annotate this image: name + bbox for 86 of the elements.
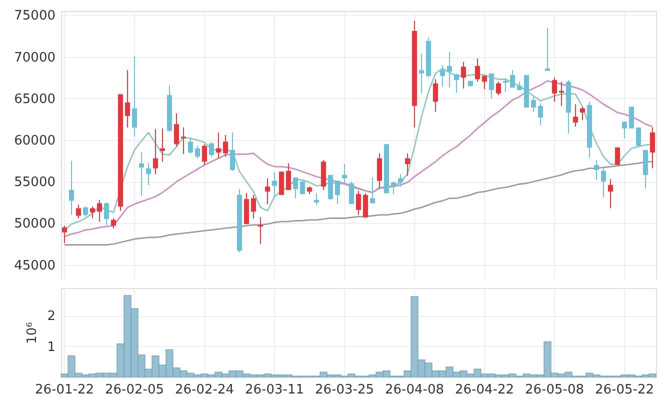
candlestick [194, 145, 200, 159]
y-axis-title: 10⁶ [25, 322, 40, 344]
candlestick [362, 192, 368, 218]
candlestick [96, 199, 102, 222]
y-tick-label: 55000 [14, 175, 56, 190]
candlestick [138, 152, 144, 196]
candlestick [580, 106, 586, 121]
x-tick-label: 26-01-22 [34, 382, 94, 397]
candlestick [62, 225, 68, 244]
candlestick [90, 206, 96, 219]
candlestick [250, 194, 256, 219]
candlestick [110, 218, 116, 229]
y-tick-label: 65000 [14, 92, 56, 107]
candlestick [398, 174, 404, 188]
x-tick-label: 26-02-24 [174, 382, 234, 397]
candlestick [230, 132, 236, 172]
candlestick [356, 190, 362, 216]
candlestick [572, 104, 578, 128]
candlestick [454, 74, 460, 94]
candlestick [286, 162, 292, 190]
candlestick [104, 202, 110, 226]
candlestick [264, 178, 270, 205]
y-tick-label: 70000 [14, 50, 56, 66]
candlestick [600, 168, 606, 198]
candlestick [208, 142, 214, 158]
candlestick [202, 144, 208, 166]
candlestick [68, 160, 74, 216]
candlestick [404, 152, 410, 176]
candlestick [544, 27, 550, 72]
y-tick-label: 1 [47, 340, 56, 355]
candlestick [376, 152, 382, 189]
candlestick [76, 204, 82, 219]
x-tick-label: 26-02-05 [104, 382, 164, 397]
candlestick [160, 128, 166, 162]
candlestick [278, 171, 284, 196]
candlestick [474, 58, 480, 82]
candlestick [440, 64, 446, 88]
y-tick-label: 75000 [14, 8, 56, 24]
candlestick [314, 192, 320, 206]
x-tick-label: 26-05-08 [524, 382, 584, 397]
candlestick [538, 102, 544, 126]
candlestick [124, 70, 130, 128]
x-tick-label: 26-04-08 [384, 382, 444, 397]
candlestick [370, 176, 376, 204]
candlestick [488, 72, 494, 99]
candlestick [418, 52, 424, 94]
candlestick [334, 180, 340, 205]
candlestick [222, 134, 228, 158]
candlestick [292, 176, 298, 199]
x-tick-label: 26-04-22 [454, 382, 514, 397]
candlestick [132, 55, 138, 138]
y-tick-label: 50000 [14, 216, 56, 232]
candlestick [180, 127, 186, 155]
candlestick [510, 70, 516, 88]
candlestick [216, 132, 222, 159]
candlestick [146, 162, 152, 186]
candlestick [496, 81, 502, 96]
candlestick [552, 77, 558, 102]
candlestick [446, 51, 452, 88]
line-series [64, 160, 654, 246]
candlestick [650, 127, 656, 169]
candlestick [342, 164, 348, 185]
candlestick [460, 61, 466, 89]
candlestick [82, 206, 88, 218]
candlestick [530, 96, 536, 112]
x-tick-label: 26-03-25 [314, 382, 374, 397]
candlestick [272, 172, 278, 198]
candlestick [390, 181, 396, 195]
candlestick [594, 159, 600, 180]
candlestick [152, 128, 158, 175]
candlestick [608, 178, 614, 209]
candlestick [628, 106, 634, 129]
candlestick [188, 137, 194, 154]
candlestick [482, 74, 488, 90]
candlestick [174, 112, 180, 148]
candlestick [622, 121, 628, 139]
candlestick [432, 78, 438, 112]
x-tick-label: 26-05-22 [594, 382, 654, 397]
x-tick-label: 26-03-11 [244, 382, 304, 397]
candlestick [614, 146, 620, 166]
y-tick-label: 45000 [14, 258, 56, 274]
y-tick-label: 60000 [14, 134, 56, 149]
y-tick-label: 2 [47, 309, 56, 324]
candlestick [636, 127, 642, 146]
candlestick [348, 181, 354, 205]
candlestick [300, 179, 306, 195]
